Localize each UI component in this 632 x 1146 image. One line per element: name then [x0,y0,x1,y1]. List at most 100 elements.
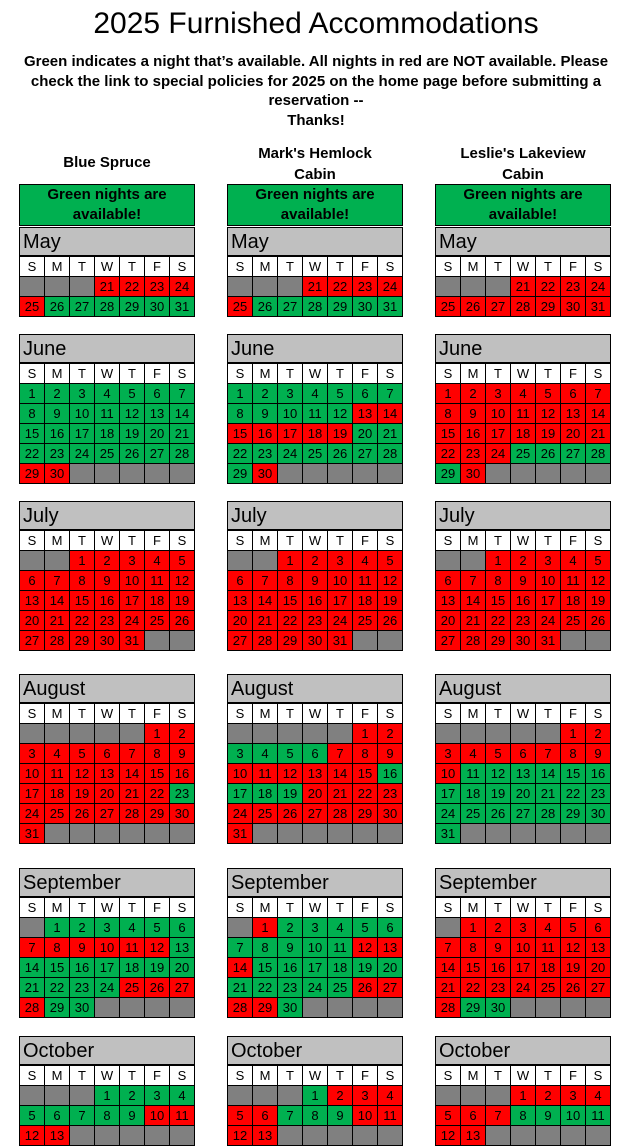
unavailable-night[interactable]: 24 [170,277,195,297]
available-night[interactable]: 29 [436,464,461,484]
unavailable-night[interactable]: 8 [486,571,511,591]
available-night[interactable]: 17 [303,958,328,978]
available-night[interactable]: 28 [170,444,195,464]
unavailable-night[interactable]: 22 [461,978,486,998]
unavailable-night[interactable]: 11 [561,571,586,591]
available-night[interactable]: 27 [70,297,95,317]
unavailable-night[interactable]: 7 [461,571,486,591]
unavailable-night[interactable]: 13 [561,404,586,424]
unavailable-night[interactable]: 6 [511,744,536,764]
available-night[interactable]: 26 [120,444,145,464]
unavailable-night[interactable]: 14 [436,958,461,978]
available-night[interactable]: 30 [486,998,511,1018]
unavailable-night[interactable]: 19 [586,591,611,611]
available-night[interactable]: 7 [278,1106,303,1126]
unavailable-night[interactable]: 29 [253,998,278,1018]
unavailable-night[interactable]: 5 [561,918,586,938]
unavailable-night[interactable]: 11 [170,1106,195,1126]
unavailable-night[interactable]: 26 [145,978,170,998]
unavailable-night[interactable]: 27 [486,297,511,317]
unavailable-night[interactable]: 22 [436,444,461,464]
available-night[interactable]: 12 [486,764,511,784]
available-night[interactable]: 23 [253,444,278,464]
unavailable-night[interactable]: 27 [228,631,253,651]
unavailable-night[interactable]: 5 [536,384,561,404]
unavailable-night[interactable]: 3 [328,551,353,571]
unavailable-night[interactable]: 18 [561,591,586,611]
available-night[interactable]: 16 [586,764,611,784]
available-night[interactable]: 11 [586,1106,611,1126]
available-night[interactable]: 3 [303,918,328,938]
unavailable-night[interactable]: 10 [328,571,353,591]
available-night[interactable]: 1 [20,384,45,404]
unavailable-night[interactable]: 2 [378,724,403,744]
unavailable-night[interactable]: 22 [145,784,170,804]
available-night[interactable]: 1 [228,384,253,404]
available-night[interactable]: 24 [70,444,95,464]
unavailable-night[interactable]: 14 [120,764,145,784]
unavailable-night[interactable]: 1 [353,724,378,744]
available-night[interactable]: 4 [170,1086,195,1106]
available-night[interactable]: 29 [328,297,353,317]
unavailable-night[interactable]: 12 [436,1126,461,1146]
available-night[interactable]: 5 [20,1106,45,1126]
available-night[interactable]: 1 [45,918,70,938]
available-night[interactable]: 19 [486,784,511,804]
unavailable-night[interactable]: 12 [561,938,586,958]
unavailable-night[interactable]: 3 [353,1086,378,1106]
unavailable-night[interactable]: 25 [228,297,253,317]
available-night[interactable]: 23 [45,444,70,464]
available-night[interactable]: 30 [145,297,170,317]
unavailable-night[interactable]: 23 [461,444,486,464]
available-night[interactable]: 26 [253,297,278,317]
unavailable-night[interactable]: 11 [511,404,536,424]
available-night[interactable]: 10 [278,404,303,424]
unavailable-night[interactable]: 7 [586,384,611,404]
available-night[interactable]: 31 [378,297,403,317]
unavailable-night[interactable]: 25 [253,804,278,824]
unavailable-night[interactable]: 10 [228,764,253,784]
available-night[interactable]: 8 [511,1106,536,1126]
unavailable-night[interactable]: 2 [486,918,511,938]
unavailable-night[interactable]: 26 [70,804,95,824]
unavailable-night[interactable]: 28 [228,998,253,1018]
unavailable-night[interactable]: 11 [378,1106,403,1126]
unavailable-night[interactable]: 31 [228,824,253,844]
unavailable-night[interactable]: 21 [303,277,328,297]
available-night[interactable]: 24 [303,978,328,998]
unavailable-night[interactable]: 3 [536,551,561,571]
unavailable-night[interactable]: 6 [228,571,253,591]
unavailable-night[interactable]: 2 [95,551,120,571]
unavailable-night[interactable]: 13 [45,1126,70,1146]
unavailable-night[interactable]: 2 [536,1086,561,1106]
available-night[interactable]: 15 [45,958,70,978]
available-night[interactable]: 9 [45,404,70,424]
available-night[interactable]: 13 [170,938,195,958]
available-night[interactable]: 26 [328,444,353,464]
unavailable-night[interactable]: 24 [328,611,353,631]
available-night[interactable]: 15 [253,958,278,978]
available-night[interactable]: 15 [561,764,586,784]
available-night[interactable]: 19 [145,958,170,978]
unavailable-night[interactable]: 13 [253,1126,278,1146]
available-night[interactable]: 21 [378,424,403,444]
unavailable-night[interactable]: 14 [461,591,486,611]
available-night[interactable]: 16 [70,958,95,978]
unavailable-night[interactable]: 20 [561,424,586,444]
unavailable-night[interactable]: 20 [436,611,461,631]
unavailable-night[interactable]: 18 [303,424,328,444]
available-night[interactable]: 15 [20,424,45,444]
available-night[interactable]: 26 [45,297,70,317]
unavailable-night[interactable]: 26 [586,611,611,631]
unavailable-night[interactable]: 16 [486,958,511,978]
available-night[interactable]: 18 [253,784,278,804]
unavailable-night[interactable]: 11 [45,764,70,784]
unavailable-night[interactable]: 8 [278,571,303,591]
unavailable-night[interactable]: 2 [303,551,328,571]
unavailable-night[interactable]: 11 [536,938,561,958]
unavailable-night[interactable]: 17 [20,784,45,804]
unavailable-night[interactable]: 7 [328,744,353,764]
unavailable-night[interactable]: 26 [461,297,486,317]
unavailable-night[interactable]: 23 [353,277,378,297]
available-night[interactable]: 14 [536,764,561,784]
